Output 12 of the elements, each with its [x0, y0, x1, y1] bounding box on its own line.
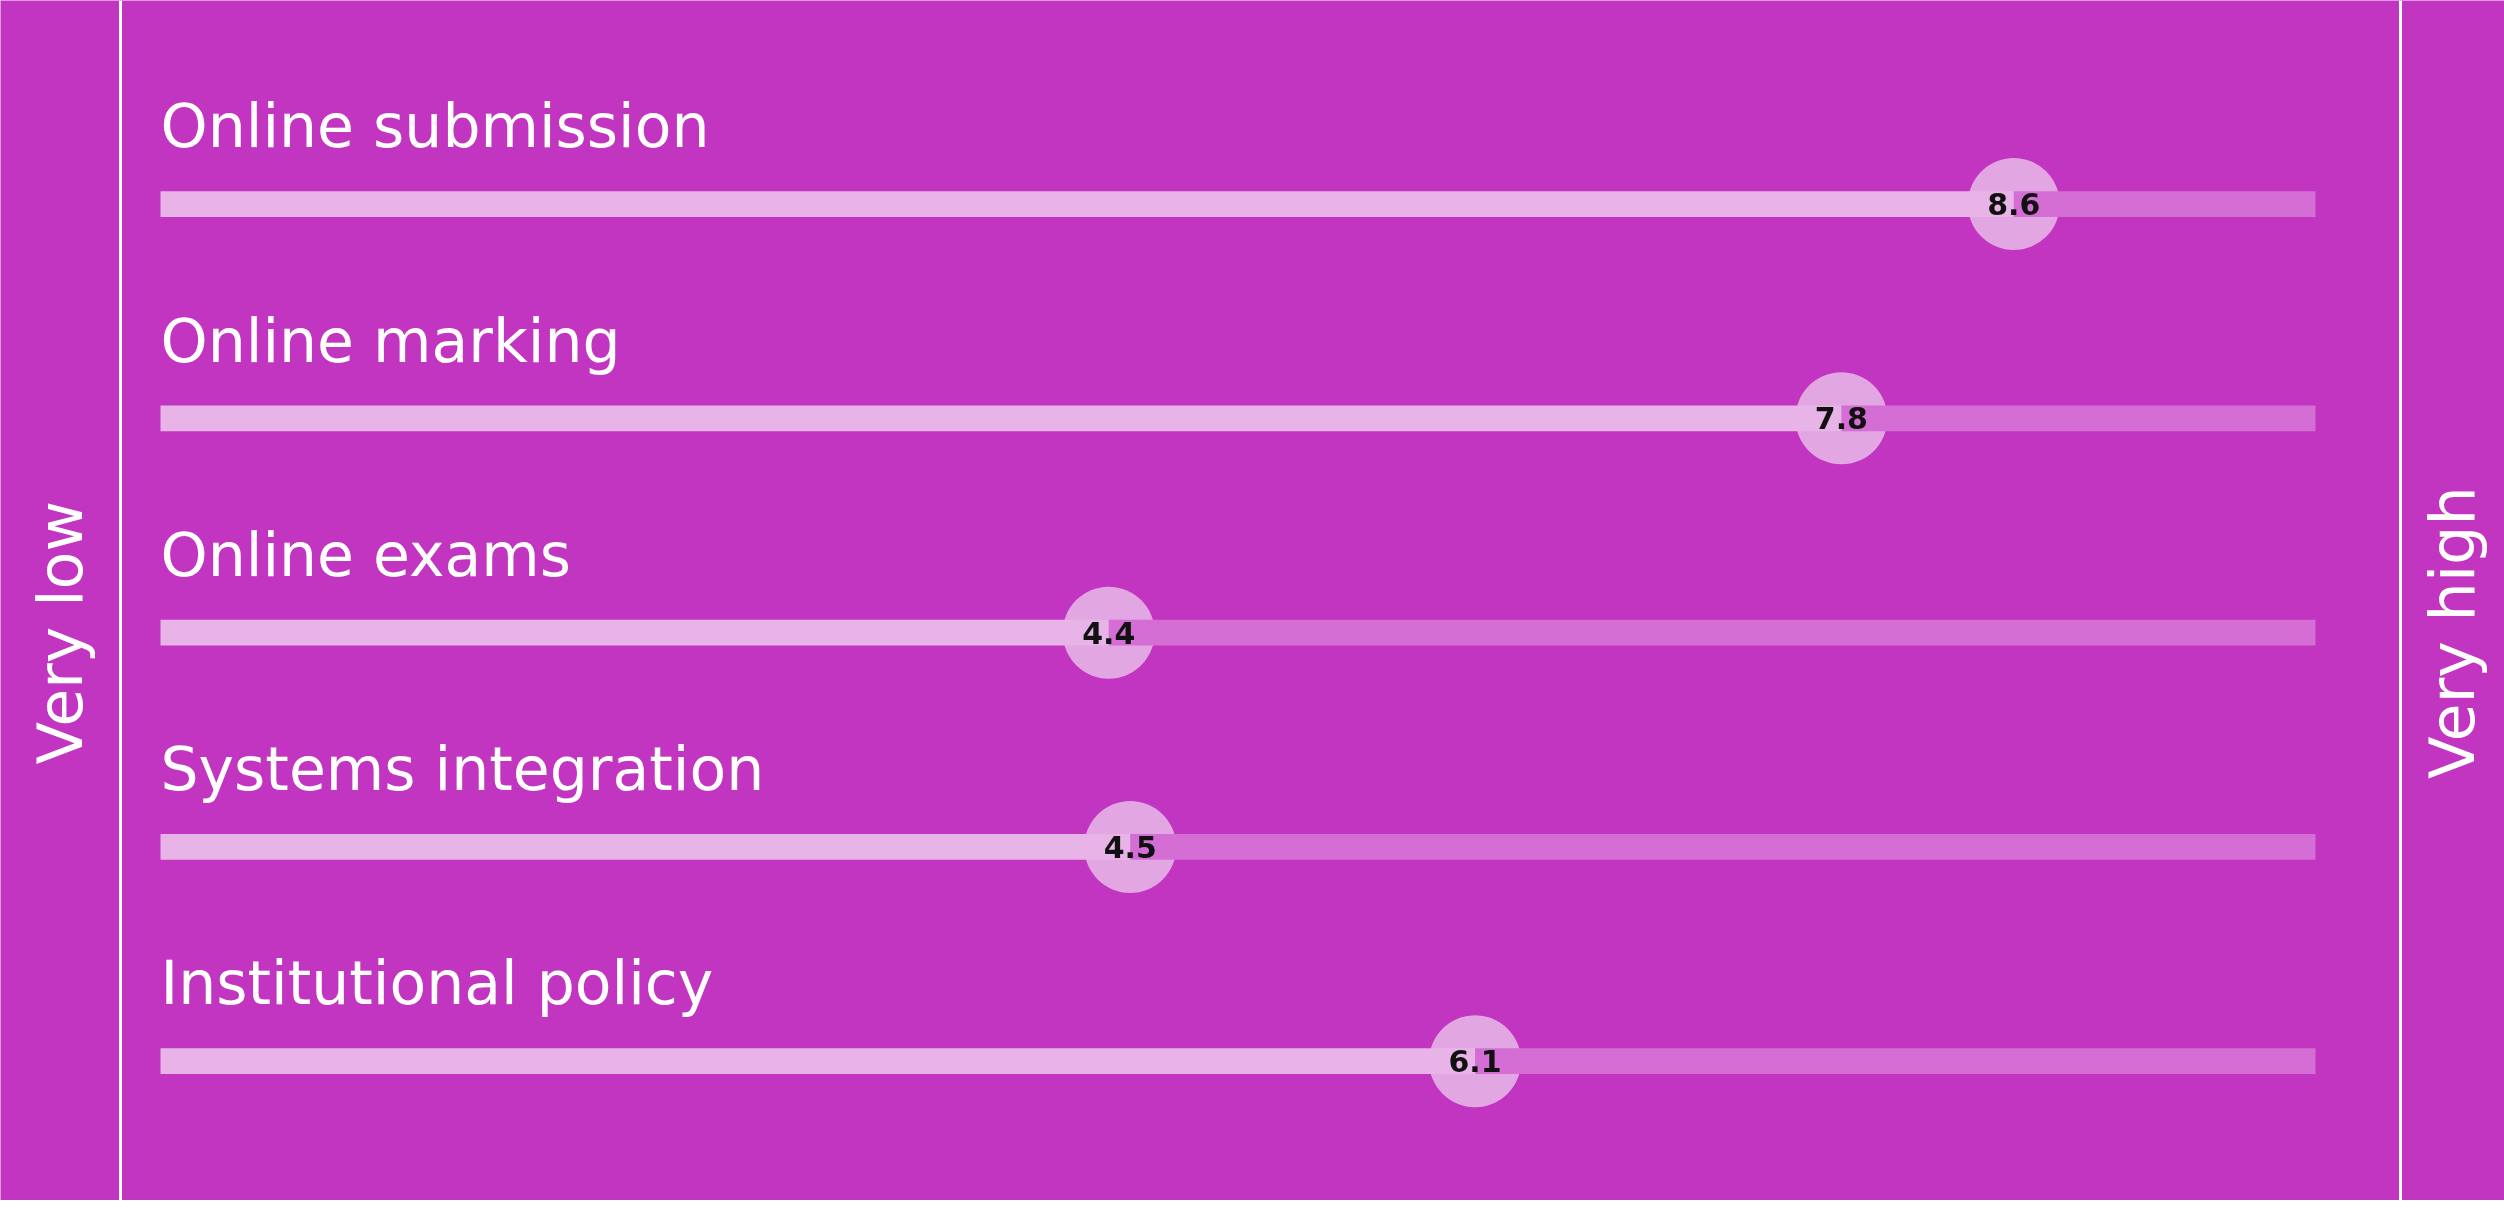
- data-label: 4.5: [1103, 829, 1157, 865]
- y-tick-label: Online marking: [160, 305, 621, 376]
- y-tick-label: Online exams: [160, 519, 571, 590]
- text: Very low: [24, 500, 97, 765]
- text: Very high: [2416, 486, 2489, 780]
- data-label: 6.1: [1448, 1044, 1502, 1080]
- data-label: 7.8: [1814, 401, 1868, 437]
- y-tick-label: Online submission: [160, 91, 710, 162]
- y-tick-label: Institutional policy: [160, 948, 714, 1019]
- data-label: 8.6: [1987, 187, 2041, 223]
- data-label: 4.4: [1082, 615, 1136, 651]
- y-tick-label: Systems integration: [160, 734, 765, 805]
